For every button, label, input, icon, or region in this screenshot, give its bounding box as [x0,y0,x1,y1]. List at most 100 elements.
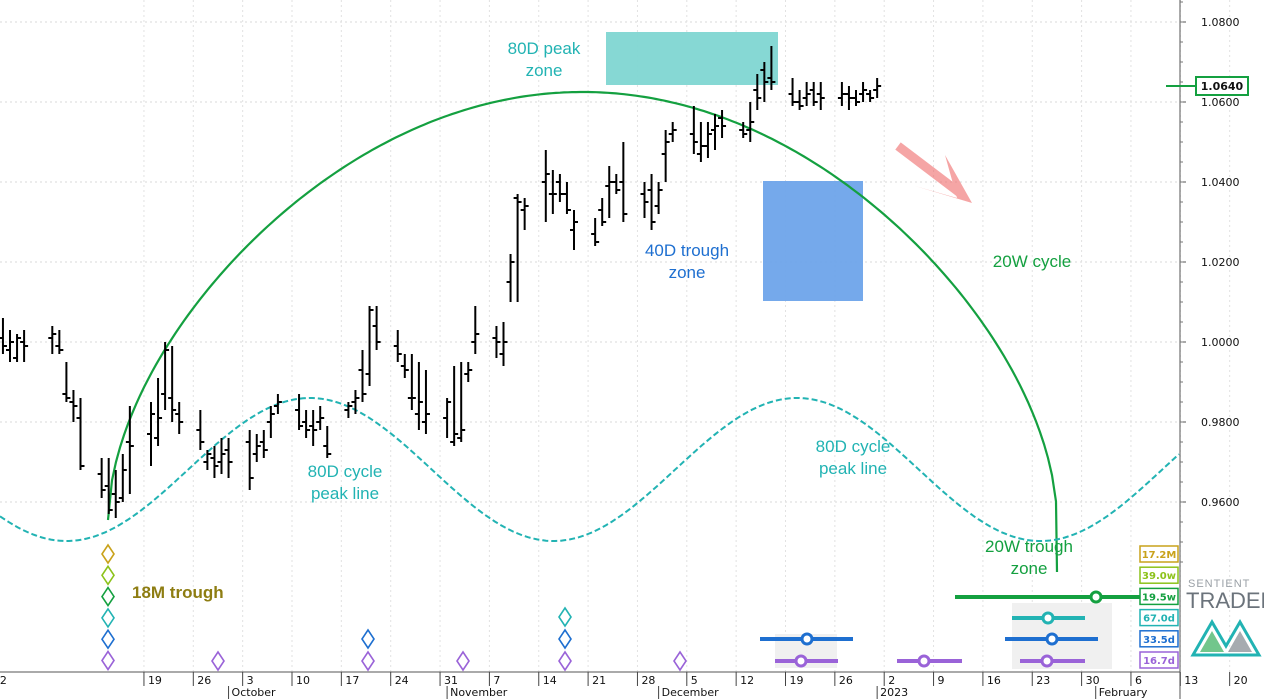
ohlc-bar [273,394,282,414]
x-tick-label: 9 [938,674,945,687]
series-20w-cycle [106,90,1059,573]
ohlc-bar [654,182,663,214]
trough-diamond-marker [101,564,115,586]
ohlc-bar [612,174,621,194]
x-tick-label: 10 [296,674,310,687]
y-axis: 1.0800 1.0600 1.0400 1.0200 1.0000 0.9800 0.96… [1166,0,1249,699]
arrow-head [915,155,972,203]
x-month-label: October [232,686,276,699]
ohlc-bar [259,430,268,458]
brand-top-text: SENTIENT [1188,578,1251,590]
cycle-badge-box [1139,651,1179,669]
x-tick-label: 2 [0,674,7,687]
trough-diamond-marker [101,586,115,608]
ohlc-bar [97,458,106,498]
trough-diamond-marker [558,606,572,628]
ohlc-bar [393,330,402,362]
ohlc-bar [111,470,120,518]
ohlc-bar [852,90,860,106]
ohlc-bar [647,174,656,230]
ohlc-bar [703,122,712,158]
current-price-label: 1.0640 [1201,80,1244,93]
ohlc-bar [104,458,113,514]
ohlc-bar [809,82,818,106]
projection-center [1089,590,1103,604]
ohlc-bar [48,326,57,354]
ohlc-bar [20,330,29,362]
ohlc-bar [450,366,459,446]
ohlc-bar [605,166,614,218]
trough-diamond-marker [101,650,115,671]
ohlc-bar [6,330,14,362]
cycle-badge-label: 19.5w [1142,592,1176,603]
ohlc-bar [344,402,353,418]
ohlc-bar [372,306,381,350]
x-tick-label: 26 [839,674,853,687]
ohlc-bar [421,370,430,434]
ohlc-bar [548,170,557,214]
ohlc-bar [295,394,304,430]
zone-20w-trough-projection [1012,603,1112,669]
ohlc-bar [69,390,78,422]
ohlc-bar [570,210,578,250]
trough-diamond-marker [456,650,470,672]
x-month-label: February [1099,686,1148,699]
ohlc-bar [224,438,233,478]
ohlc-bar [739,122,748,138]
projection-center [1040,654,1054,668]
ohlc-bar [661,130,670,182]
ohlc-bar [873,78,882,98]
trough-projection [897,654,962,668]
cycle-badge-box [1139,608,1179,627]
ohlc-bar [802,82,811,106]
ohlc-bar [309,410,318,446]
ohlc-bar [520,198,529,230]
x-tick-label: 31 [444,674,458,687]
cycle-curves [0,90,1180,573]
x-tick-label: 19 [148,674,162,687]
ohlc-bar [217,438,226,474]
logo-zigzag [1190,619,1262,657]
y-tick-label: 1.0800 [1201,16,1240,29]
trough-diamond-marker [558,650,572,672]
trough-projection [1005,632,1098,646]
x-tick-label: 7 [493,674,500,687]
trough-diamond-marker [211,650,225,672]
brand-logo-icon [1190,619,1262,657]
price-bars [0,46,882,518]
y-tick-label: 1.0400 [1201,176,1240,189]
trough-diamond-marker [101,543,115,565]
cycle-badge-label: 33.5d [1143,635,1175,646]
ohlc-bar [499,322,508,366]
ohlc-bar [492,326,501,358]
ohlc-bar [788,78,797,106]
ohlc-bar [76,398,85,470]
trough-projection [1012,611,1085,625]
y-tick-label: 1.0600 [1201,96,1240,109]
annotation-80d-peak-zone: 80D peak zone [507,39,581,80]
x-month-label: 2023 [880,686,908,699]
ohlc-bar [323,426,332,458]
ohlc-bar [168,346,177,422]
ohlc-bar [266,406,275,438]
x-tick-label: 21 [592,674,606,687]
ohlc-bar [816,82,825,110]
ohlc-bar [471,306,480,354]
ohlc-bar [407,354,416,410]
ohlc-bar [640,182,649,218]
x-tick-label: 17 [345,674,359,687]
trough-diamond-marker [673,650,687,672]
ohlc-bar [0,318,7,354]
projection-center [1045,632,1059,646]
annotation-18m-trough: 18M trough [132,583,224,602]
ohlc-bar [464,362,473,382]
cycle-badges: 17.2M 39.0w 19.5w 67.0d 33.5d 16.7d [1139,545,1262,669]
cycle-badge-label: 67.0d [1143,614,1175,625]
projection-center [794,654,808,668]
cycle-badge-box [1139,566,1179,584]
cycle-badge-label: 16.7d [1143,656,1175,667]
ohlc-bar [718,110,727,138]
annotation-40d-trough-zone: 40D trough zone [644,241,730,282]
annotation-80d-peak-line-left: 80D cycle peak line [307,462,383,503]
trough-projection [775,654,838,668]
